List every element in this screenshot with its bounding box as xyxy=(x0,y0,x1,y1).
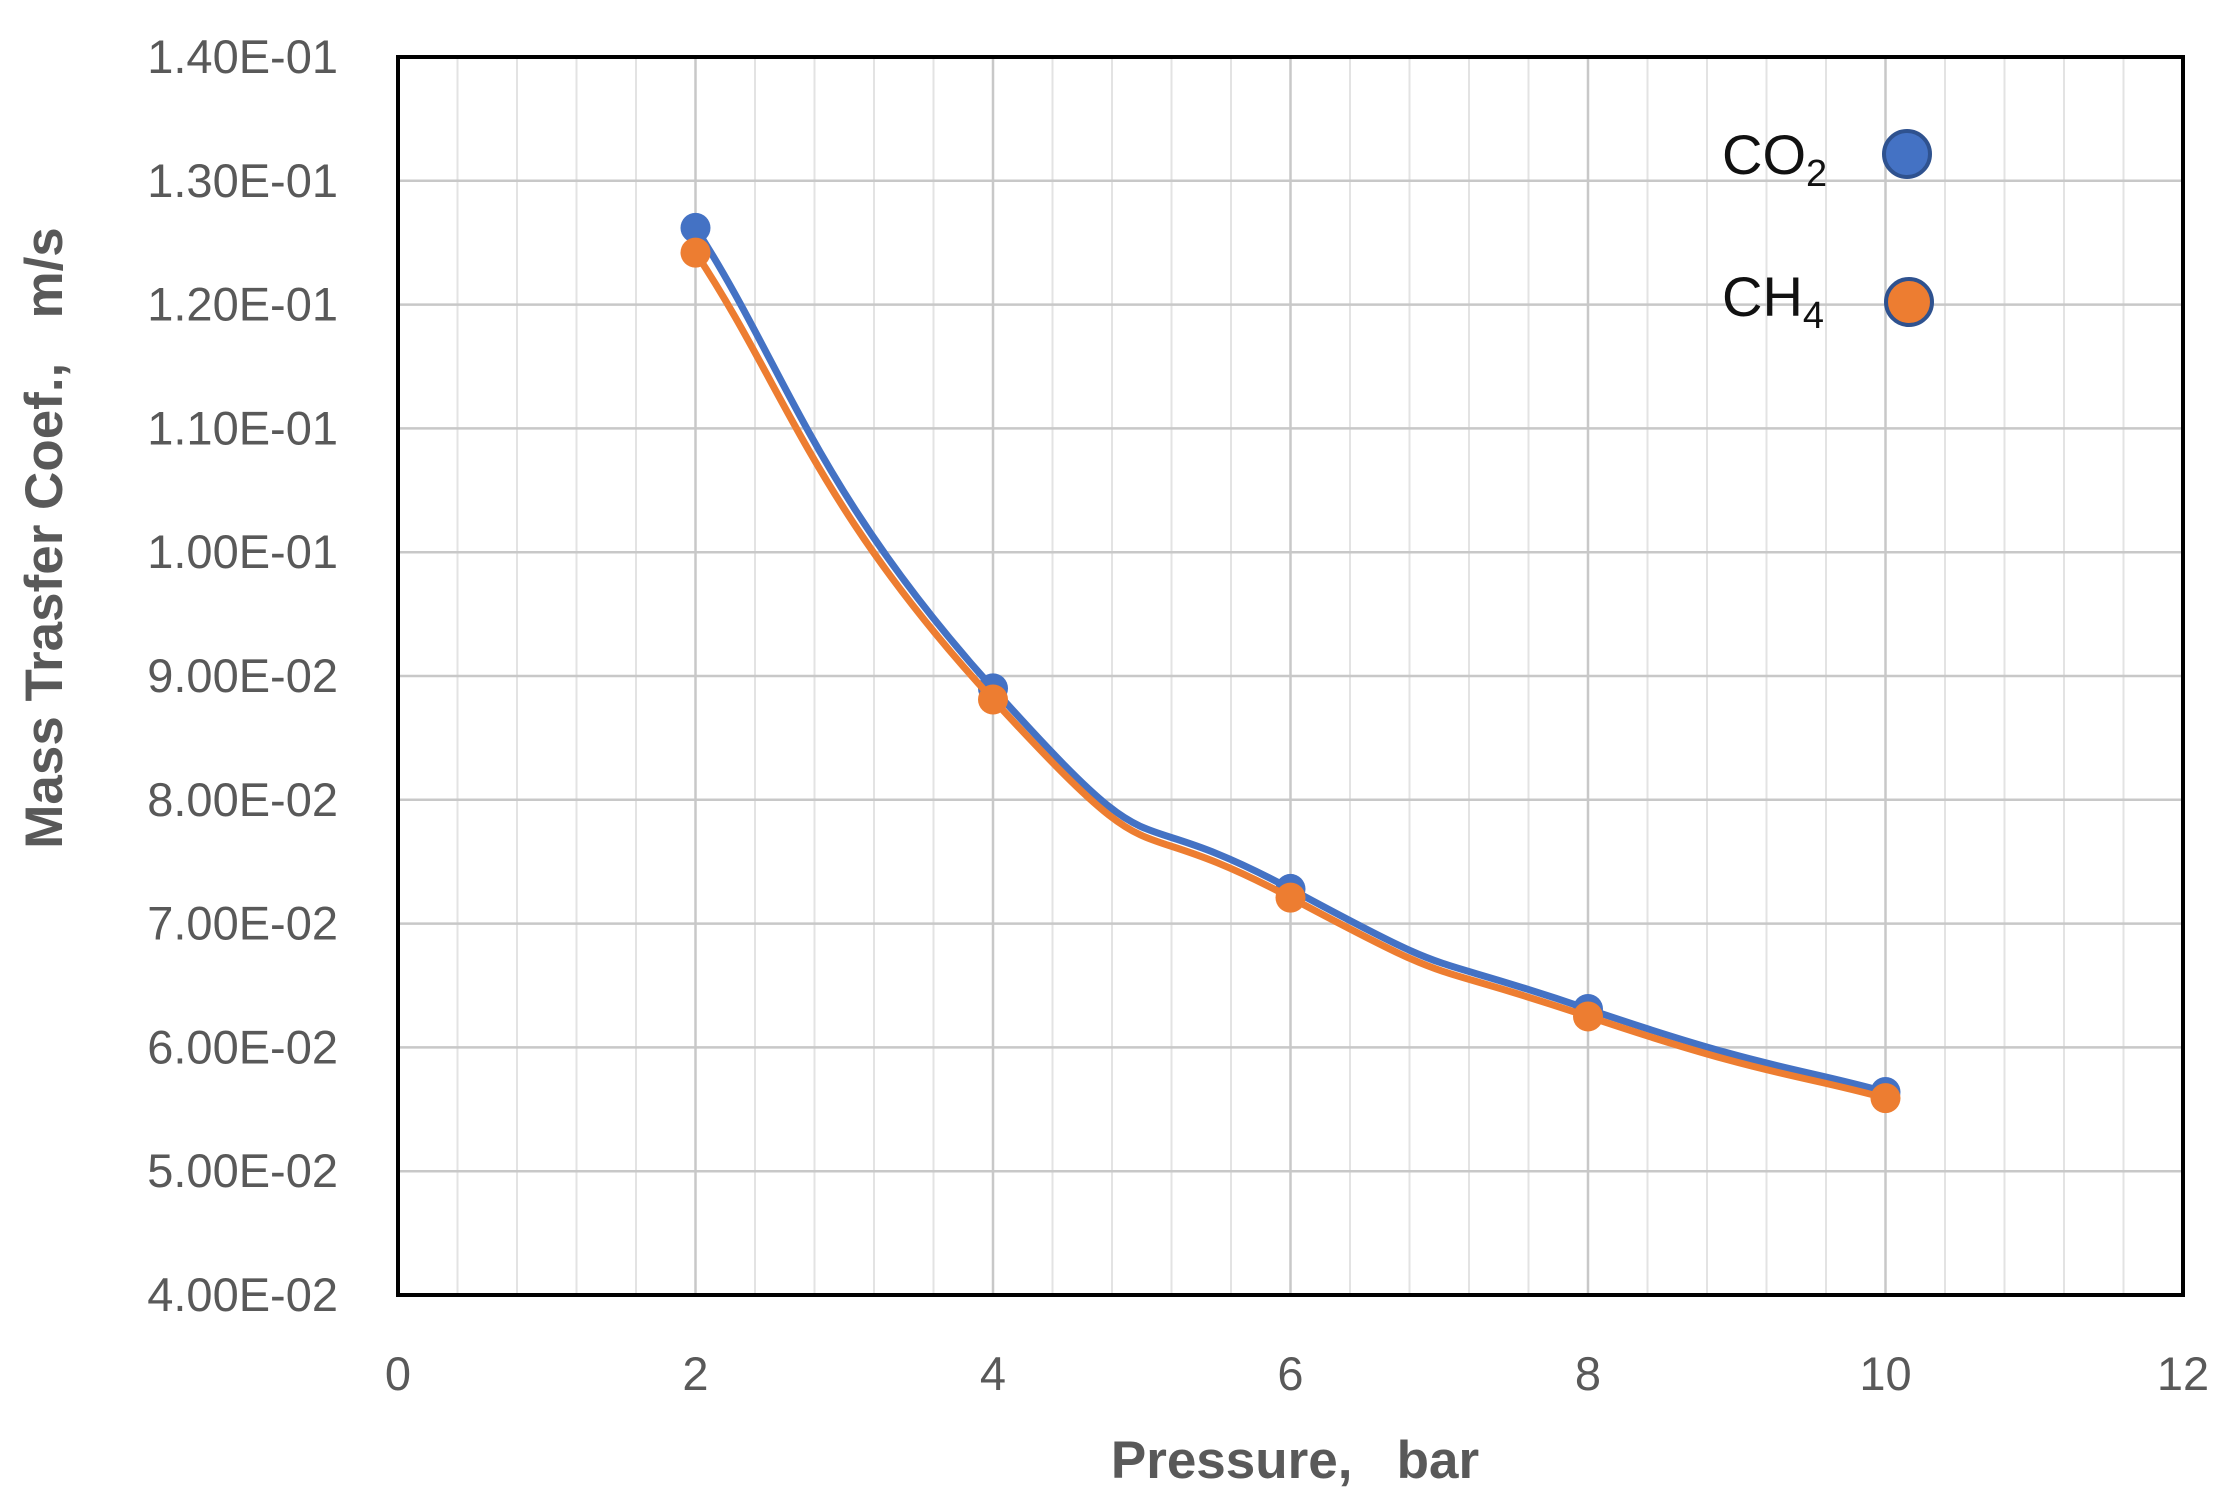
series-line-ch4 xyxy=(692,249,1889,1102)
y-tick-label: 1.20E-01 xyxy=(147,278,338,331)
data-point-ch4 xyxy=(978,684,1008,715)
data-point-ch4 xyxy=(1275,882,1306,913)
x-tick-label: 8 xyxy=(1575,1347,1601,1400)
legend-item-co2: CO2 xyxy=(1722,123,1932,195)
y-axis-tick-labels: 4.00E-02 5.00E-02 6.00E-02 7.00E-02 8.00E-02… xyxy=(147,30,338,1321)
legend-label-ch4: CH4 xyxy=(1722,265,1824,337)
data-point-co2 xyxy=(680,212,711,243)
plot-area-border xyxy=(396,55,2185,1297)
y-tick-label: 1.30E-01 xyxy=(147,154,338,207)
y-axis-title: Mass Trasfer Coef., m/s xyxy=(15,227,74,849)
legend-item-ch4: CH4 xyxy=(1722,265,1934,337)
x-axis-title: Pressure, bar xyxy=(1111,1431,1479,1490)
y-tick-label: 5.00E-02 xyxy=(147,1144,338,1197)
legend-marker-co2 xyxy=(1882,129,1932,179)
x-tick-label: 4 xyxy=(980,1347,1006,1400)
data-point-ch4 xyxy=(1573,1001,1603,1032)
y-tick-label: 8.00E-02 xyxy=(147,773,338,826)
legend-label-co2-sub: 2 xyxy=(1806,153,1827,195)
x-tick-label: 10 xyxy=(1859,1347,1911,1400)
x-tick-label: 2 xyxy=(682,1347,708,1400)
data-point-ch4 xyxy=(1870,1083,1901,1114)
y-tick-label: 1.10E-01 xyxy=(147,401,338,454)
x-axis-tick-labels: 0 2 4 6 8 10 12 xyxy=(385,1347,2209,1400)
series-ch4 xyxy=(680,237,1901,1114)
y-tick-label: 9.00E-02 xyxy=(147,649,338,702)
x-tick-label: 6 xyxy=(1277,1347,1303,1400)
data-point-ch4 xyxy=(680,237,711,268)
series-line-co2 xyxy=(692,224,1889,1096)
y-tick-label: 6.00E-02 xyxy=(147,1020,338,1073)
y-tick-label: 4.00E-02 xyxy=(147,1268,338,1321)
legend-label-co2-main: CO xyxy=(1722,123,1806,186)
x-tick-label: 0 xyxy=(385,1347,411,1400)
y-tick-label: 7.00E-02 xyxy=(147,897,338,950)
series-layer xyxy=(680,212,1901,1114)
x-tick-label: 12 xyxy=(2157,1347,2209,1400)
y-tick-label: 1.00E-01 xyxy=(147,525,338,578)
legend-label-ch4-main: CH xyxy=(1722,265,1803,328)
legend-marker-ch4 xyxy=(1884,277,1934,327)
legend: CO2 CH4 xyxy=(1722,123,1934,337)
legend-label-ch4-sub: 4 xyxy=(1803,295,1824,337)
y-tick-label: 1.40E-01 xyxy=(147,30,338,83)
legend-label-co2: CO2 xyxy=(1722,123,1827,195)
